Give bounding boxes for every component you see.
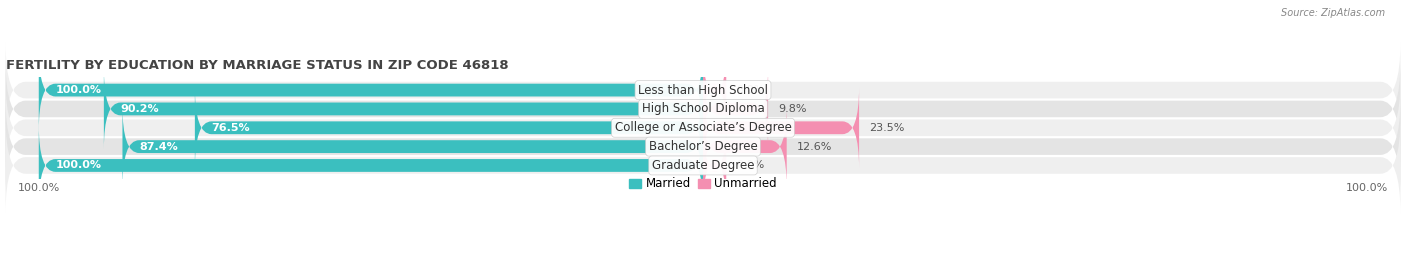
FancyBboxPatch shape: [122, 106, 703, 187]
Text: Source: ZipAtlas.com: Source: ZipAtlas.com: [1281, 8, 1385, 18]
Text: 12.6%: 12.6%: [797, 141, 832, 152]
FancyBboxPatch shape: [703, 87, 859, 168]
Text: 0.0%: 0.0%: [737, 161, 765, 171]
Text: 76.5%: 76.5%: [211, 123, 250, 133]
FancyBboxPatch shape: [6, 98, 1400, 195]
Text: High School Diploma: High School Diploma: [641, 102, 765, 115]
FancyBboxPatch shape: [703, 125, 727, 206]
Text: 90.2%: 90.2%: [121, 104, 159, 114]
Text: 9.8%: 9.8%: [778, 104, 807, 114]
Text: Graduate Degree: Graduate Degree: [652, 159, 754, 172]
FancyBboxPatch shape: [6, 61, 1400, 157]
Text: Less than High School: Less than High School: [638, 84, 768, 97]
FancyBboxPatch shape: [703, 49, 727, 131]
FancyBboxPatch shape: [703, 68, 768, 150]
Text: 87.4%: 87.4%: [139, 141, 177, 152]
Text: FERTILITY BY EDUCATION BY MARRIAGE STATUS IN ZIP CODE 46818: FERTILITY BY EDUCATION BY MARRIAGE STATU…: [6, 59, 508, 72]
FancyBboxPatch shape: [39, 125, 703, 206]
FancyBboxPatch shape: [195, 87, 703, 168]
Text: 100.0%: 100.0%: [55, 85, 101, 95]
FancyBboxPatch shape: [6, 117, 1400, 214]
Text: 23.5%: 23.5%: [869, 123, 904, 133]
FancyBboxPatch shape: [703, 106, 787, 187]
FancyBboxPatch shape: [39, 49, 703, 131]
Legend: Married, Unmarried: Married, Unmarried: [624, 173, 782, 195]
Text: 0.0%: 0.0%: [737, 85, 765, 95]
Text: College or Associate’s Degree: College or Associate’s Degree: [614, 121, 792, 134]
FancyBboxPatch shape: [6, 42, 1400, 138]
FancyBboxPatch shape: [6, 80, 1400, 176]
FancyBboxPatch shape: [104, 68, 703, 150]
Text: Bachelor’s Degree: Bachelor’s Degree: [648, 140, 758, 153]
Text: 100.0%: 100.0%: [55, 161, 101, 171]
